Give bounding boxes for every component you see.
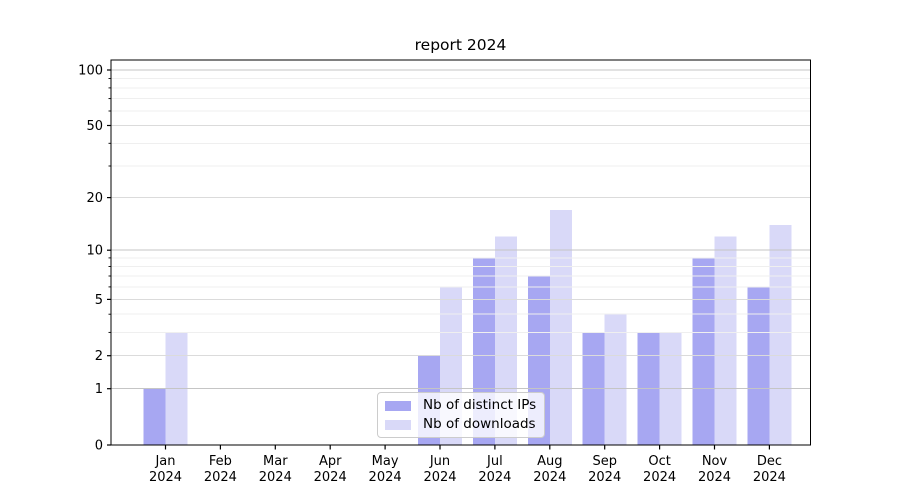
y-tick-label-20: 20 — [86, 191, 103, 206]
x-tick-label-may: May 2024 — [369, 454, 402, 485]
legend-label-downloads: Nb of downloads — [423, 416, 536, 432]
bar-nov-downloads — [714, 236, 737, 445]
y-tick-label-2: 2 — [95, 349, 103, 364]
bar-nov-distinct-ips — [692, 257, 715, 445]
y-tick-label-1: 1 — [95, 382, 103, 397]
x-tick-label-feb: Feb 2024 — [204, 454, 237, 485]
bar-dec-distinct-ips — [747, 286, 770, 445]
y-tick-label-10: 10 — [86, 244, 103, 259]
chart-title: report 2024 — [414, 36, 507, 54]
bar-dec-downloads — [769, 225, 792, 445]
plot-border — [110, 59, 812, 446]
legend-label-distinct-ips: Nb of distinct IPs — [423, 397, 537, 413]
x-tick-label-jan: Jan 2024 — [149, 454, 182, 485]
x-tick-label-dec: Dec 2024 — [753, 454, 786, 485]
x-tick-label-jun: Jun 2024 — [423, 454, 456, 485]
y-tick-label-50: 50 — [86, 119, 103, 134]
gridlines-group — [111, 69, 811, 390]
tick-labels-group: 0 1 2 5 10 20 50 100 Jan 2024 Feb 2024 Mar 2024 Apr 202… — [78, 64, 786, 486]
x-tick-label-jul: Jul 2024 — [478, 454, 511, 485]
legend-swatch-downloads — [385, 419, 411, 430]
x-tick-label-sep: Sep 2024 — [588, 454, 621, 485]
x-tick-label-mar: Mar 2024 — [259, 454, 292, 485]
x-tick-label-apr: Apr 2024 — [314, 454, 347, 485]
x-tick-label-aug: Aug 2024 — [533, 454, 566, 485]
bar-jan-distinct-ips — [143, 388, 166, 445]
tick-marks-group — [107, 69, 771, 450]
y-tick-label-100: 100 — [78, 64, 103, 79]
bar-aug-downloads — [549, 210, 572, 445]
bar-sep-downloads — [604, 314, 627, 445]
legend-item-distinct-ips: Nb of distinct IPs — [385, 398, 536, 413]
x-tick-label-oct: Oct 2024 — [643, 454, 676, 485]
x-tick-label-nov: Nov 2024 — [698, 454, 731, 485]
y-tick-label-0: 0 — [95, 439, 103, 454]
axes-group — [110, 59, 812, 446]
legend-item-downloads: Nb of downloads — [385, 417, 536, 432]
legend-swatch-distinct-ips — [385, 400, 411, 411]
y-tick-label-5: 5 — [95, 293, 103, 308]
legend: Nb of distinct IPs Nb of downloads — [377, 392, 546, 438]
